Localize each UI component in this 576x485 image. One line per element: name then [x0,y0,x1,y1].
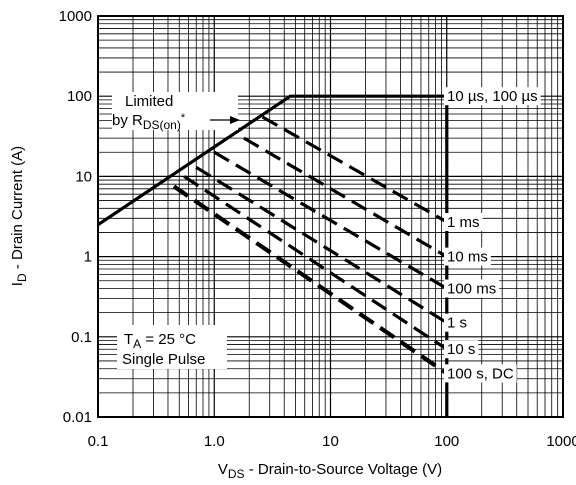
series-label-bg [444,279,500,298]
series-line-4 [213,150,448,290]
y-tick-label: 0.1 [71,329,92,346]
series-line-7 [172,184,448,376]
ta-prefix: T [124,331,133,348]
y-tick-label: 0.01 [63,409,92,426]
series-label-2: 1 ms [444,213,483,232]
limited-label-line2: by RDS(on)* [112,112,186,132]
y-tick-label: 1000 [59,8,92,25]
series-label-4: 100 ms [444,279,500,298]
series-line-2 [261,115,448,224]
series-label-bg [444,313,471,332]
y-axis-label-main: I [9,282,26,286]
ta-label: TA = 25 °C [124,331,196,351]
series-label-bg [444,213,483,232]
series-line-3 [243,136,448,258]
ta-suffix: = 25 °C [141,331,196,348]
limited-label-line1: Limited [125,93,173,110]
series-line-5 [195,165,448,325]
x-axis-label: VDS - Drain-to-Source Voltage (V) [218,461,442,481]
series-label-6: 10 s [444,340,479,359]
limited-arrow-head [230,116,240,124]
series-label-text: 100 ms [447,281,496,298]
series-label-bg [444,247,491,266]
y-axis-label: ID - Drain Current (A) [9,146,29,286]
conditions-label-bg [117,325,227,369]
series-label-text: 10 s [447,341,475,358]
limited-label-sub: DS(on) [143,118,181,132]
y-tick-label: 1 [84,249,92,266]
plot-frame [97,15,564,418]
x-axis-label-sub: DS [228,467,245,481]
series-label-text: 1 s [447,315,467,332]
series-label-layer: 10 µs, 100 µs 1 ms 10 ms 100 ms 1 s 10 s 100 s… [444,87,541,383]
limited-label-suffix: * [181,112,186,124]
single-pulse-label: Single Pulse [122,351,205,368]
series-label-bg [444,364,517,383]
series-line-6 [183,175,448,351]
x-axis-label-rest: - Drain-to-Source Voltage (V) [245,461,443,478]
series-label-7: 100 s, DC [444,364,517,383]
ta-sub: A [133,337,141,351]
y-axis-label-rest: - Drain Current (A) [9,146,26,274]
series-label-5: 1 s [444,313,471,332]
series-label-bg [444,340,479,359]
y-tick-label: 100 [67,88,92,105]
series-label-text: 10 ms [447,249,488,266]
limited-label-prefix: by R [112,112,143,129]
tick-label-layer: 0.1 1.0 10 100 1000 0.01 0.1 1 10 100 1000 [59,8,576,450]
series-label-bg [444,87,541,106]
series-label-text: 100 s, DC [447,365,514,382]
x-axis-label-main: V [218,461,228,478]
series-label-3: 10 ms [444,247,491,266]
x-tick-label: 0.1 [88,433,109,450]
limited-label-bg [112,92,238,130]
x-tick-label: 1.0 [204,433,225,450]
x-tick-label: 100 [434,433,459,450]
x-tick-label: 10 [322,433,339,450]
x-tick-label: 1000 [546,433,576,450]
series-label-text: 1 ms [447,214,480,231]
series-label-1: 10 µs, 100 µs [444,87,541,106]
annotation-layer: Limited by RDS(on)* TA = 25 °C Single Pu… [112,92,240,369]
y-axis-label-sub: D [15,273,29,282]
y-tick-label: 10 [75,168,92,185]
series-label-text: 10 µs, 100 µs [447,88,538,105]
